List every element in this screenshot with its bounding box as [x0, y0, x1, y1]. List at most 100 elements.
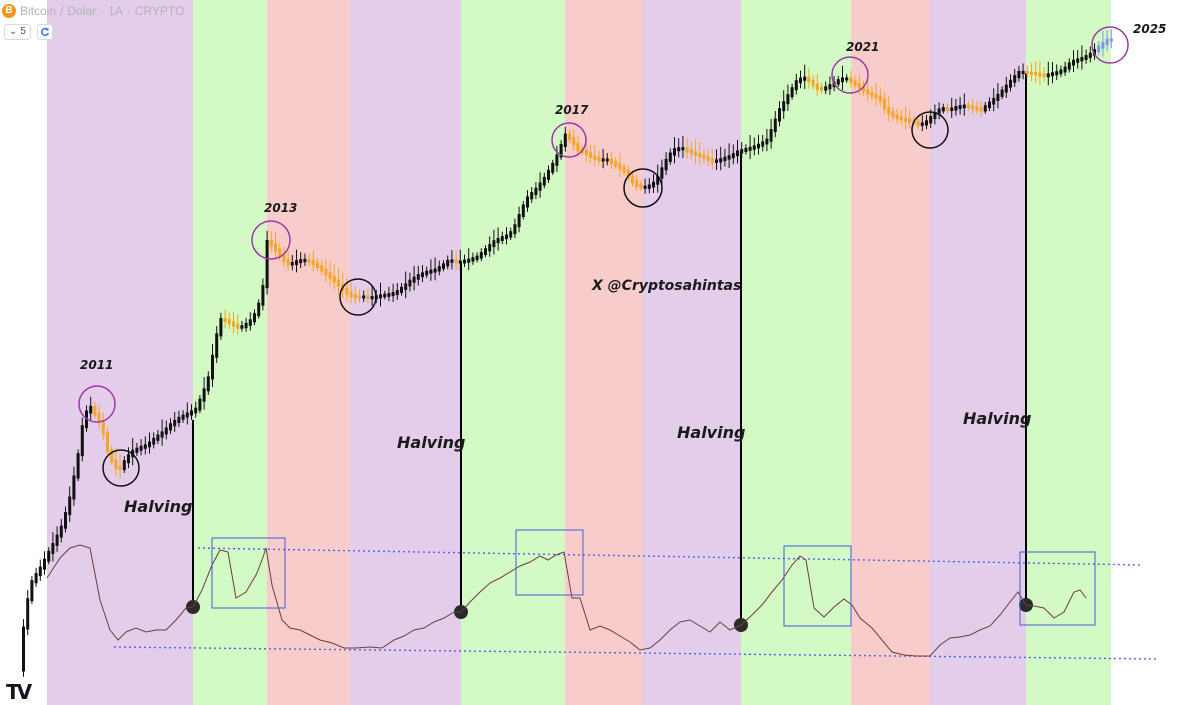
candle-down [278, 248, 282, 257]
candle-up [26, 598, 30, 630]
candle-up [64, 512, 67, 529]
candle-up [555, 154, 559, 166]
indicator-count: 5 [20, 26, 26, 37]
candle-down [576, 142, 580, 152]
candle-up [660, 167, 664, 179]
candle-up [47, 550, 51, 562]
candle-up [253, 313, 256, 323]
candle-down [345, 287, 349, 295]
phase-band-green [741, 0, 851, 705]
candle-up [1088, 52, 1092, 59]
candle-up [484, 248, 487, 255]
candle-up [538, 182, 542, 191]
candle-up [841, 77, 844, 83]
candle-down [366, 295, 370, 300]
candle-up [404, 283, 408, 290]
candle-down [899, 116, 903, 121]
cycle-bottom-circle [911, 111, 949, 149]
candle-up [643, 185, 647, 189]
oscillator-peak-box [1019, 551, 1096, 626]
candle-up [433, 268, 437, 273]
tradingview-logo-icon: TV [6, 680, 32, 704]
candle-up [80, 425, 84, 457]
candle-up [715, 159, 718, 163]
candle-up [941, 107, 945, 112]
forecast-candle [1101, 42, 1105, 49]
candle-up [647, 184, 651, 189]
candle-up [1080, 56, 1084, 62]
phase-band-purple [930, 0, 1026, 705]
candle-up [794, 80, 798, 91]
symbol-exchange: CRYPTO [134, 4, 185, 18]
candle-down [269, 240, 273, 247]
candle-up [1072, 59, 1075, 66]
candle-up [400, 286, 403, 293]
candle-down [710, 157, 714, 163]
indicators-toggle-button[interactable]: ⌄ 5 [4, 24, 31, 40]
dot-separator: · [126, 4, 131, 18]
candle-up [244, 322, 248, 329]
candle-up [1063, 66, 1067, 73]
candle-down [967, 104, 970, 109]
candle-up [828, 84, 832, 90]
candle-down [320, 265, 324, 272]
candle-up [164, 427, 168, 435]
candle-up [51, 543, 55, 554]
candle-up [143, 444, 147, 449]
cycle-top-circle [831, 56, 869, 94]
candle-up [160, 431, 164, 438]
halving-label-2: Halving [397, 433, 465, 452]
candle-up [425, 270, 429, 276]
candle-up [1051, 72, 1054, 77]
candle-up [719, 158, 723, 163]
candle-up [421, 272, 424, 278]
candle-down [862, 86, 865, 93]
candle-up [773, 118, 777, 132]
refresh-button[interactable] [36, 24, 53, 40]
candle-down [454, 259, 458, 264]
candle-up [547, 169, 550, 180]
symbol-header[interactable]: B Bitcoin / Dolar · 1A · CRYPTO [0, 0, 184, 22]
candle-up [1093, 49, 1096, 56]
candle-down [106, 431, 109, 452]
candle-up [458, 260, 462, 264]
candle-up [530, 192, 534, 200]
candle-up [1004, 84, 1008, 93]
cycle-bottom-circle [339, 278, 377, 316]
candle-up [761, 141, 765, 147]
candle-down [866, 89, 870, 95]
candle-up [778, 108, 781, 122]
oscillator-peak-boxes [211, 529, 1096, 627]
candle-down [353, 294, 357, 299]
candle-up [1059, 69, 1063, 75]
candle-up [1076, 58, 1080, 63]
oscillator-peak-box [783, 545, 852, 627]
candle-down [93, 405, 97, 416]
candle-up [845, 77, 849, 81]
candle-down [1034, 72, 1038, 76]
candle-down [975, 106, 979, 111]
candle-down [97, 412, 101, 423]
candle-up [173, 419, 177, 427]
candle-down [698, 152, 702, 158]
candle-down [618, 163, 622, 170]
candle-up [467, 258, 471, 263]
candle-up [526, 196, 529, 208]
candle-up [391, 292, 395, 297]
cycle-bottom-circle [623, 168, 663, 208]
candle-up [257, 302, 261, 317]
candle-up [479, 252, 483, 259]
candle-down [286, 259, 290, 266]
candle-up [782, 101, 786, 112]
candle-up [664, 158, 668, 171]
symbol-separator: / [60, 4, 64, 18]
candle-up [824, 86, 828, 91]
candle-up [442, 263, 445, 269]
candle-up [727, 155, 731, 160]
candle-down [114, 459, 118, 469]
candle-up [933, 112, 937, 120]
candle-down [1038, 72, 1042, 77]
forecast-candle [1097, 45, 1101, 53]
candle-up [190, 410, 193, 416]
candle-up [34, 573, 38, 584]
